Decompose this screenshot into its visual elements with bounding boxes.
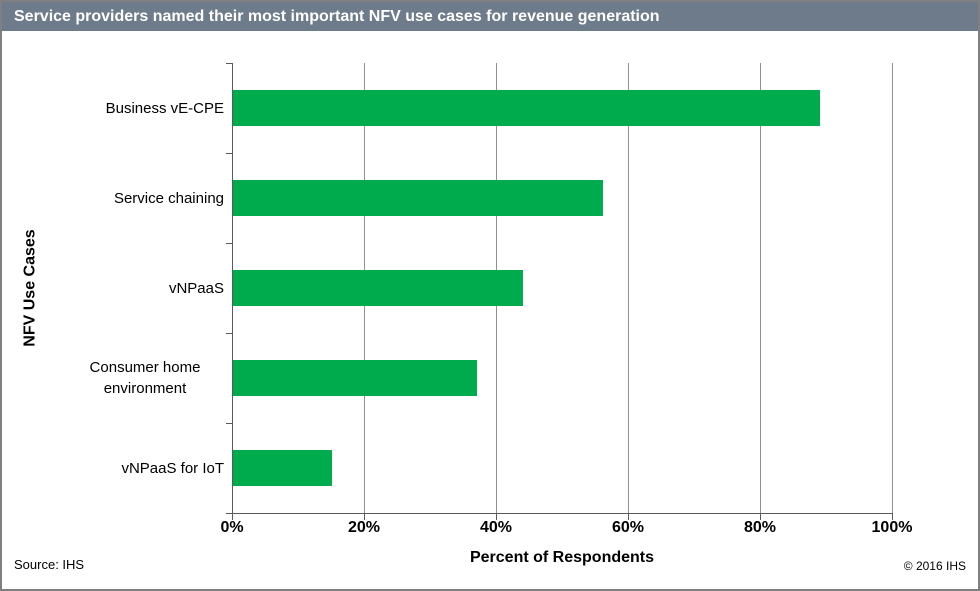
y-tick-mark-4 [226, 423, 232, 424]
gridline-100 [892, 63, 893, 513]
category-label-row-0: Business vE-CPE [2, 63, 224, 153]
x-tick-mark-40 [496, 514, 497, 520]
x-axis-line [226, 513, 893, 514]
gridline-80 [760, 63, 761, 513]
y-axis-line [232, 63, 233, 513]
category-label: Consumer home environment [89, 359, 201, 397]
x-tick-mark-20 [364, 514, 365, 520]
x-tick-label-0: 0% [220, 519, 244, 536]
copyright-note: © 2016 IHS [903, 559, 966, 573]
x-tick-label-20: 20% [347, 519, 381, 536]
chart-title-bar: Service providers named their most impor… [2, 2, 978, 31]
category-label-row-3: Consumer home environment [2, 333, 224, 423]
category-label: Service chaining [113, 189, 224, 207]
x-tick-label-40: 40% [479, 519, 513, 536]
y-axis-title: NFV Use Cases [10, 63, 52, 513]
bar-3 [233, 360, 478, 396]
y-axis-title-text: NFV Use Cases [22, 229, 40, 347]
category-label-row-1: Service chaining [2, 153, 224, 243]
y-tick-mark-3 [226, 333, 232, 334]
x-tick-mark-0 [232, 514, 233, 520]
x-axis-title: Percent of Respondents [469, 549, 655, 566]
x-tick-mark-80 [760, 514, 761, 520]
bar-0 [233, 90, 821, 126]
x-tick-label-80: 80% [743, 519, 777, 536]
category-label-row-4: vNPaaS for IoT [2, 423, 224, 513]
category-label: vNPaaS for IoT [121, 459, 224, 477]
bar-2 [233, 270, 524, 306]
category-label: vNPaaS [168, 279, 224, 297]
x-tick-label-100: 100% [871, 519, 913, 536]
x-tick-label-60: 60% [611, 519, 645, 536]
bar-1 [233, 180, 603, 216]
category-label: Business vE-CPE [105, 99, 224, 117]
y-tick-mark-2 [226, 243, 232, 244]
x-tick-mark-100 [892, 514, 893, 520]
y-tick-mark-1 [226, 153, 232, 154]
x-tick-mark-60 [628, 514, 629, 520]
y-tick-mark-5 [226, 513, 232, 514]
bar-4 [233, 450, 332, 486]
gridline-60 [628, 63, 629, 513]
y-tick-mark-0 [226, 63, 232, 64]
source-note: Source: IHS [14, 557, 85, 572]
category-label-row-2: vNPaaS [2, 243, 224, 333]
